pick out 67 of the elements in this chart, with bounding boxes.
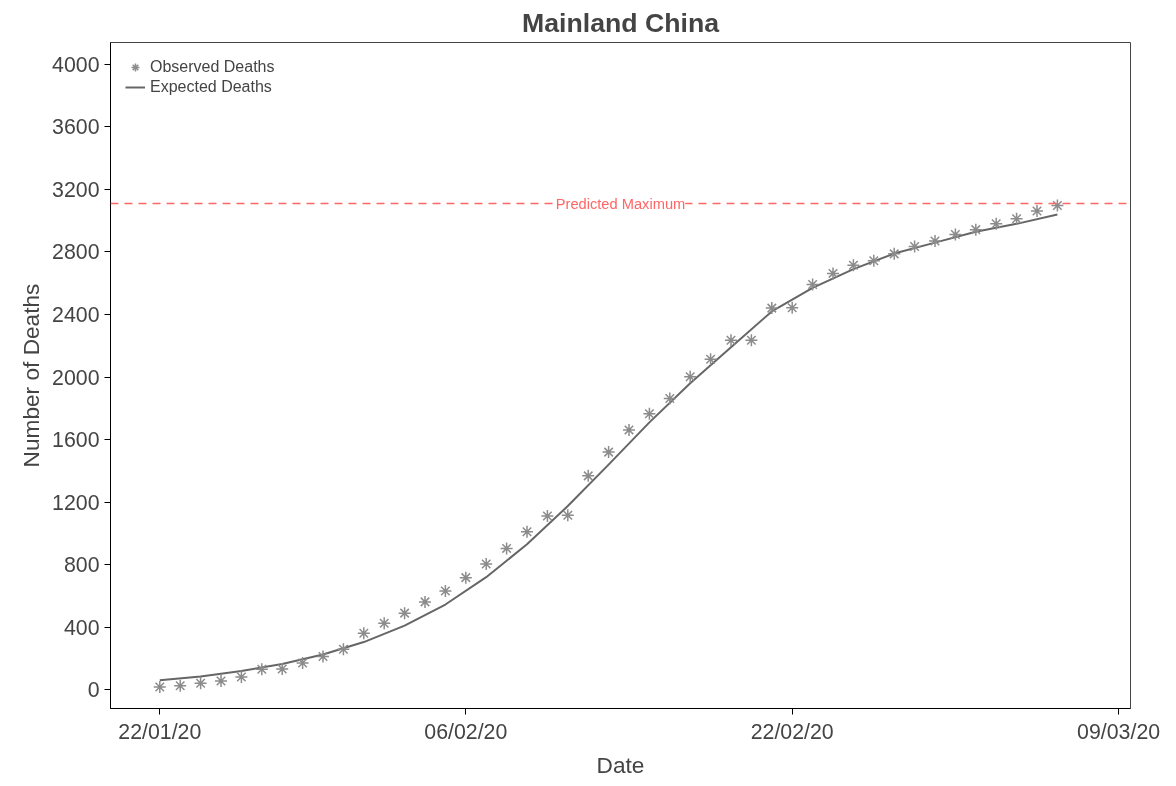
point [173, 678, 187, 693]
point [867, 254, 881, 268]
point [275, 662, 289, 676]
point [1030, 204, 1044, 218]
point [336, 642, 351, 656]
y-tick-label: 0 [87, 678, 100, 703]
point [499, 541, 514, 556]
y-axis-title: Number of Deaths [18, 283, 45, 468]
point [1050, 198, 1065, 213]
point [1009, 211, 1024, 226]
legend-label: Observed Deaths [150, 58, 275, 76]
point [989, 216, 1003, 231]
point [601, 445, 616, 459]
point [826, 266, 840, 281]
point [581, 469, 595, 483]
point [948, 227, 963, 242]
point [479, 557, 493, 571]
point [316, 649, 330, 664]
point [377, 616, 391, 631]
y-tick-label: 2000 [52, 365, 100, 390]
point [255, 662, 269, 677]
y-tick-label: 1600 [52, 428, 100, 453]
point [397, 606, 412, 620]
point [928, 234, 942, 248]
point [683, 370, 697, 384]
point [846, 258, 861, 273]
point [724, 333, 738, 347]
point [561, 508, 575, 523]
point [907, 239, 922, 254]
point [703, 352, 718, 366]
point [153, 680, 167, 694]
y-tick-label: 800 [63, 553, 100, 578]
point [969, 222, 983, 237]
point [805, 277, 820, 292]
point [744, 333, 759, 347]
y-tick-label: 3600 [52, 115, 100, 140]
point [357, 626, 371, 641]
x-tick-label: 06/02/20 [424, 719, 508, 744]
chart-title: Mainland China [522, 7, 720, 38]
point [520, 524, 534, 539]
point [214, 674, 228, 688]
y-tick-label: 2400 [52, 303, 100, 328]
y-tick-label: 2800 [52, 240, 100, 265]
point [295, 656, 310, 670]
y-tick-label: 3200 [52, 177, 100, 202]
point [765, 301, 779, 315]
point [622, 423, 636, 437]
point [887, 247, 901, 261]
y-tick-label: 1200 [52, 490, 100, 515]
y-tick-label: 400 [63, 615, 100, 640]
ref-line-label: Predicted Maximum [555, 195, 686, 212]
point [459, 570, 473, 585]
point [785, 301, 799, 315]
x-tick-label: 22/02/20 [750, 719, 834, 744]
x-axis-title: Date [596, 751, 645, 778]
point [663, 391, 677, 406]
point [418, 595, 432, 609]
point [438, 584, 453, 598]
point [193, 676, 208, 690]
legend-label: Expected Deaths [150, 78, 272, 96]
y-tick-label: 4000 [52, 52, 100, 77]
line-series [158, 213, 1059, 682]
x-tick-label: 22/01/20 [118, 719, 202, 744]
point [234, 670, 249, 684]
x-tick-label: 09/03/20 [1077, 719, 1161, 744]
point [540, 509, 555, 523]
point [642, 407, 657, 421]
